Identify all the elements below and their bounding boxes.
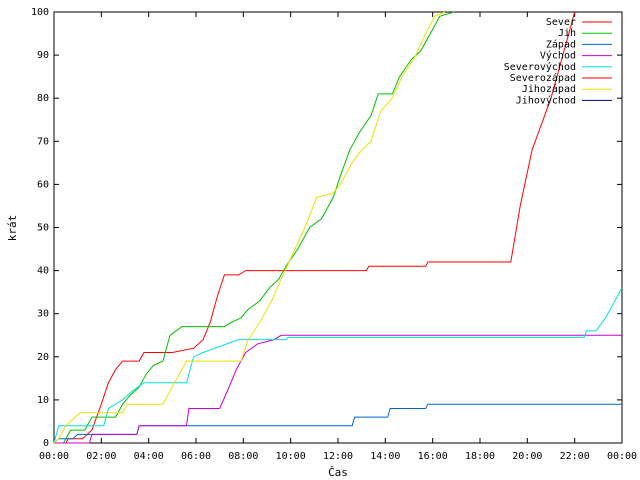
- x-tick-label: 06:00: [181, 451, 211, 462]
- y-tick-label: 100: [31, 7, 49, 18]
- legend-label-severozapad: Severozápad: [510, 72, 576, 84]
- x-tick-label: 14:00: [370, 451, 400, 462]
- axes: 0 10 20 30 40 50 60 70 80 90 100 00:00 02:00 04:00 06:…: [31, 7, 637, 462]
- series-line-jihozapad: [53, 11, 445, 444]
- y-tick-label: 50: [37, 223, 49, 234]
- y-tick-label: 90: [37, 50, 49, 61]
- series-line-vychod: [54, 334, 622, 444]
- series-lines: [53, 11, 623, 444]
- y-tick-label: 30: [37, 309, 49, 320]
- x-tick-label: 04:00: [134, 451, 164, 462]
- y-tick-label: 80: [37, 93, 49, 104]
- x-tick-label: 18:00: [465, 451, 495, 462]
- legend-label-zapad: Západ: [546, 38, 576, 50]
- legend-label-severovychod: Severovýchod: [504, 61, 576, 73]
- series-line-zapad: [53, 403, 622, 444]
- y-tick-label: 10: [37, 395, 49, 406]
- x-tick-label: 00:00: [39, 451, 69, 462]
- series-line-severovychod: [53, 287, 623, 444]
- x-tick-label: 08:00: [228, 451, 258, 462]
- x-tick-label: 22:00: [560, 451, 590, 462]
- x-tick-label: 02:00: [86, 451, 116, 462]
- y-tick-label: 0: [43, 438, 49, 449]
- x-tick-label: 00:00: [607, 451, 637, 462]
- x-tick-label: 20:00: [512, 451, 542, 462]
- legend-label-jih: Jih: [558, 28, 576, 39]
- x-tick-label: 12:00: [323, 451, 353, 462]
- x-tick-label: 16:00: [418, 451, 448, 462]
- y-tick-label: 40: [37, 266, 49, 277]
- series-line-jih: [54, 11, 455, 444]
- y-axis-title: krát: [6, 215, 19, 242]
- legend: SeverJihZápadVýchodSeverovýchodSeverozáp…: [504, 17, 612, 106]
- y-tick-label: 60: [37, 179, 49, 190]
- legend-label-jihozapad: Jihozápad: [522, 83, 576, 95]
- y-tick-label: 20: [37, 352, 49, 363]
- legend-label-vychod: Východ: [540, 50, 576, 62]
- legend-label-sever: Sever: [546, 17, 576, 28]
- y-tick-label: 70: [37, 136, 49, 147]
- legend-label-jihovychod: Jihovýchod: [516, 94, 576, 106]
- x-tick-label: 10:00: [276, 451, 306, 462]
- series-line-sever: [54, 11, 576, 444]
- x-axis-title: Čas: [328, 466, 348, 479]
